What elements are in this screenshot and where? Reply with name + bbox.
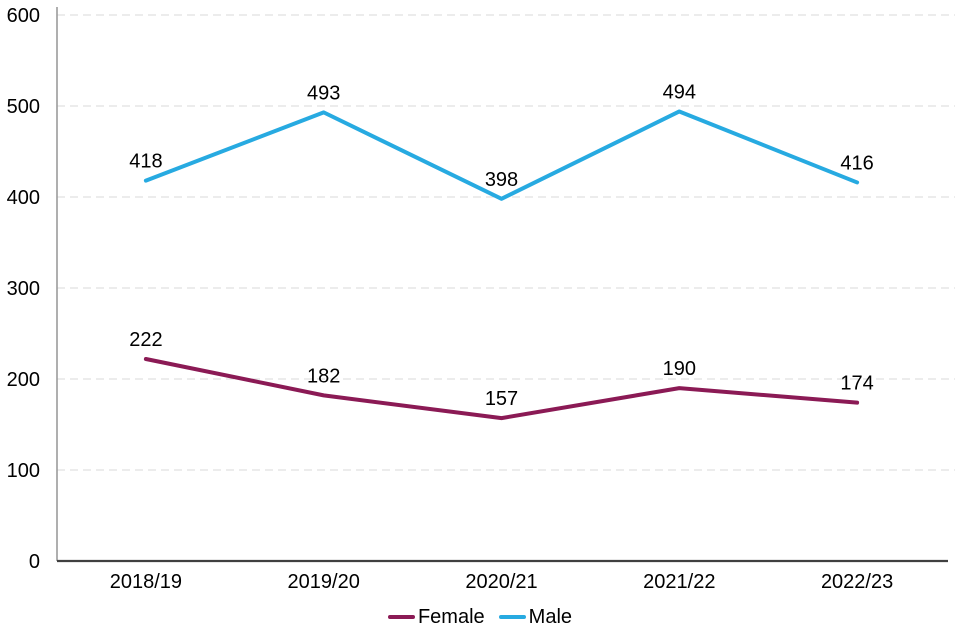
- legend-item-male: Male: [498, 606, 573, 628]
- data-label: 493: [307, 82, 340, 104]
- data-label: 222: [129, 329, 162, 351]
- data-label: 416: [840, 152, 873, 174]
- y-tick-label: 0: [29, 551, 40, 573]
- data-label: 398: [485, 169, 518, 191]
- legend-label: Female: [417, 606, 485, 628]
- data-label: 494: [663, 81, 696, 103]
- data-label: 182: [307, 365, 340, 387]
- y-tick-label: 300: [7, 278, 40, 300]
- series-line-male: [143, 109, 860, 201]
- legend: Female Male: [0, 598, 960, 636]
- x-tick-label: 2021/22: [643, 571, 715, 593]
- y-tick-label: 600: [7, 5, 40, 27]
- y-tick-label: 200: [7, 369, 40, 391]
- y-tick-label: 100: [7, 460, 40, 482]
- data-label: 157: [485, 388, 518, 410]
- series-line-female: [143, 356, 860, 421]
- x-tick-label: 2018/19: [110, 571, 182, 593]
- legend-swatch-male: [498, 615, 526, 619]
- legend-swatch-female: [387, 615, 415, 619]
- x-tick-label: 2022/23: [821, 571, 893, 593]
- y-tick-label: 400: [7, 187, 40, 209]
- data-label: 418: [129, 151, 162, 173]
- legend-item-female: Female: [387, 606, 485, 628]
- x-tick-label: 2019/20: [288, 571, 360, 593]
- y-tick-label: 500: [7, 96, 40, 118]
- plot-area: 0 100 200 300 400 500 600 2018/19 2019/20 2020/21…: [7, 5, 955, 593]
- data-label: 190: [663, 358, 696, 380]
- x-tick-label: 2020/21: [465, 571, 537, 593]
- legend-label: Male: [528, 606, 573, 628]
- data-label: 174: [840, 373, 873, 395]
